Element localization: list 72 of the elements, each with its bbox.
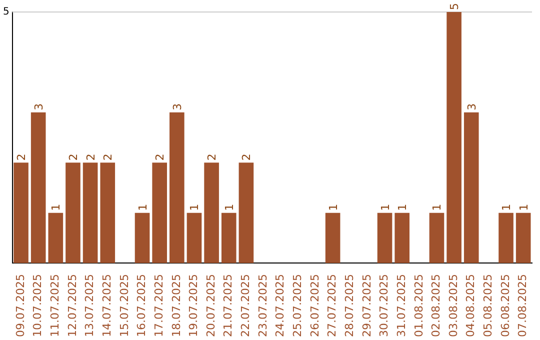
data-label: 3	[170, 103, 184, 110]
x-tick-label: 18.07.2025	[170, 274, 183, 338]
data-label: 1	[430, 204, 444, 211]
data-label: 1	[517, 204, 530, 211]
data-label: 2	[15, 154, 28, 161]
x-tick-label: 14.07.2025	[100, 274, 114, 338]
bar	[516, 212, 531, 264]
x-tick-label: 12.07.2025	[66, 274, 79, 338]
x-tick-label: 09.07.2025	[14, 274, 27, 338]
x-tick-label: 07.08.2025	[516, 274, 530, 338]
x-tick-label: 10.07.2025	[31, 274, 44, 338]
bar	[498, 212, 514, 264]
bar	[204, 162, 219, 264]
bar	[134, 212, 150, 264]
x-tick-label: 28.07.2025	[342, 274, 356, 338]
x-tick-label: 01.08.2025	[412, 274, 426, 338]
bar	[464, 112, 479, 264]
data-label: 2	[240, 154, 254, 161]
bar	[446, 12, 462, 264]
data-label: 1	[500, 204, 514, 211]
data-label: 1	[396, 204, 410, 211]
data-label: 3	[465, 103, 478, 110]
data-label: 2	[206, 154, 219, 161]
data-label: 1	[378, 204, 392, 211]
bar	[66, 162, 80, 264]
x-tick-label: 03.08.2025	[446, 274, 460, 338]
x-tick-label: 25.07.2025	[291, 274, 304, 338]
x-tick-label: 06.08.2025	[498, 274, 512, 338]
data-label: 5	[448, 3, 462, 10]
bar	[394, 212, 410, 264]
data-label: 1	[326, 204, 340, 211]
bar	[238, 162, 254, 264]
data-label: 1	[136, 204, 150, 211]
x-tick-label: 20.07.2025	[204, 274, 218, 338]
bar	[48, 212, 64, 264]
x-tick-label: 19.07.2025	[187, 274, 200, 338]
bar	[221, 212, 236, 264]
bar	[152, 162, 167, 264]
data-label: 1	[188, 204, 202, 211]
x-tick-label: 29.07.2025	[360, 274, 374, 338]
x-tick-label: 15.07.2025	[118, 274, 131, 338]
bar	[186, 212, 202, 264]
x-tick-label: 27.07.2025	[326, 274, 339, 338]
x-tick-label: 31.07.2025	[394, 274, 408, 338]
x-tick-label: 04.08.2025	[464, 274, 478, 338]
x-tick-label: 30.07.2025	[378, 274, 391, 338]
x-tick-label: 24.07.2025	[274, 274, 287, 338]
bar	[82, 162, 98, 264]
bar	[325, 212, 340, 264]
data-label: 1	[50, 204, 63, 211]
x-tick-label: 17.07.2025	[152, 274, 166, 338]
bar	[429, 212, 444, 264]
x-tick-label: 13.07.2025	[83, 274, 96, 338]
bar	[30, 112, 46, 264]
x-tick-label: 21.07.2025	[222, 274, 235, 338]
data-label: 2	[66, 154, 80, 161]
bar	[170, 112, 184, 264]
x-tick-label: 26.07.2025	[308, 274, 322, 338]
bar	[100, 162, 116, 264]
data-label: 2	[84, 154, 98, 161]
data-label: 3	[32, 103, 46, 110]
x-tick-label: 23.07.2025	[256, 274, 270, 338]
x-tick-label: 16.07.2025	[135, 274, 148, 338]
x-tick-label: 02.08.2025	[430, 274, 443, 338]
x-tick-label: 22.07.2025	[239, 274, 252, 338]
x-tick-label: 05.08.2025	[482, 274, 495, 338]
bar	[377, 212, 392, 264]
data-label: 2	[102, 154, 115, 161]
bar	[14, 162, 28, 264]
x-tick-label: 11.07.2025	[48, 274, 62, 338]
data-label: 1	[222, 204, 236, 211]
data-label: 2	[154, 154, 167, 161]
